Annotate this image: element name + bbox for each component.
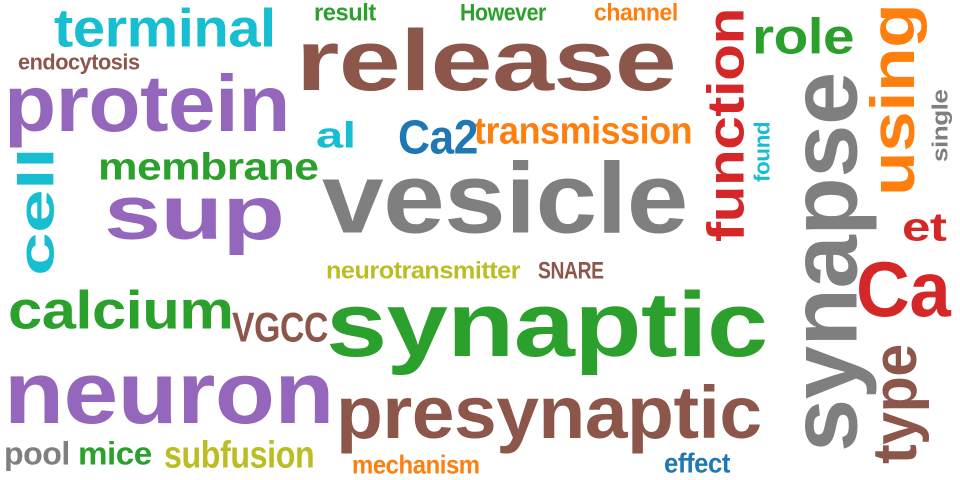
word-transmission: transmission: [474, 109, 693, 152]
word-synaptic: synaptic: [326, 272, 768, 376]
word-effect: effect: [664, 448, 731, 479]
word-al: al: [316, 116, 356, 156]
word-membrane: membrane: [98, 145, 319, 188]
word-calcium: calcium: [8, 280, 234, 341]
word-cell: cell: [9, 147, 65, 276]
word-subfusion: subfusion: [164, 433, 315, 476]
word-single: single: [928, 89, 953, 162]
word-release: release: [296, 12, 677, 109]
word-channel: channel: [594, 0, 678, 26]
word-protein: protein: [4, 59, 290, 149]
word-using: using: [858, 3, 928, 196]
word-presynaptic: presynaptic: [336, 371, 762, 454]
word-function: function: [696, 8, 755, 243]
word-vesicle: vesicle: [322, 141, 688, 254]
word-vgcc: VGCC: [232, 303, 329, 351]
word-terminal: terminal: [54, 0, 276, 59]
word-ca: Ca: [856, 245, 951, 333]
word-mice: mice: [78, 436, 152, 472]
word-however: However: [460, 0, 546, 26]
word-type: type: [860, 344, 930, 464]
word-ca2: Ca2: [398, 111, 478, 165]
word-snare: SNARE: [538, 256, 604, 284]
word-pool: pool: [4, 436, 70, 472]
word-mechanism: mechanism: [352, 450, 480, 479]
word-endocytosis: endocytosis: [18, 50, 140, 75]
word-neurotransmitter: neurotransmitter: [326, 256, 521, 284]
word-neuron: neuron: [4, 344, 334, 443]
word-result: result: [314, 0, 376, 26]
word-role: role: [752, 9, 855, 65]
word-found: found: [750, 121, 775, 182]
word-et: et: [902, 205, 947, 250]
word-sup: sup: [104, 171, 285, 256]
